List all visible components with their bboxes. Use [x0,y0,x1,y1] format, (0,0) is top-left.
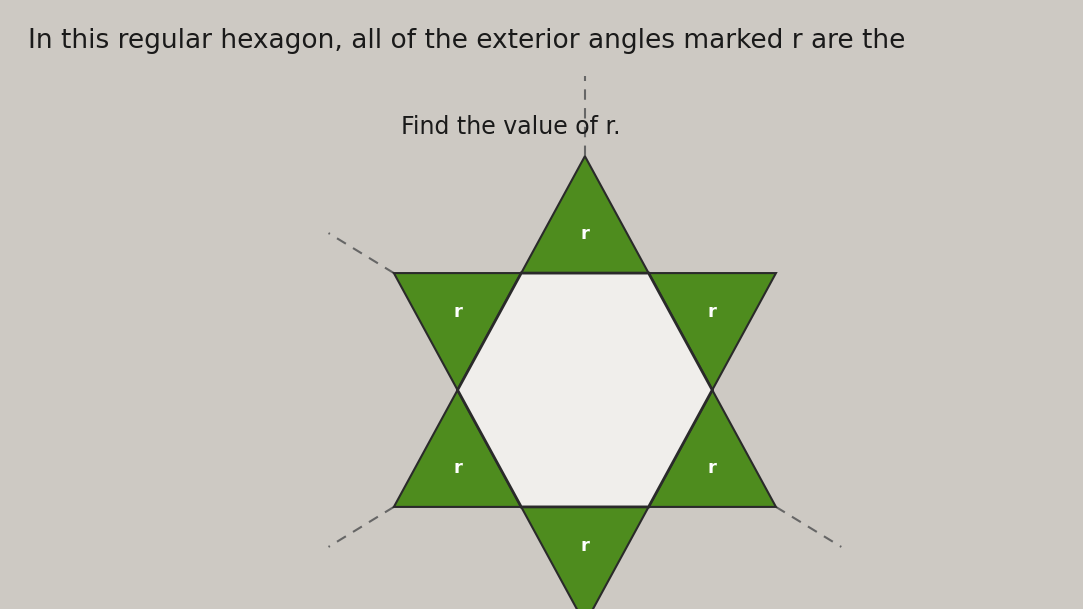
Text: r: r [708,459,717,477]
Text: r: r [453,303,462,321]
Text: r: r [453,459,462,477]
Polygon shape [521,507,649,609]
Polygon shape [394,273,521,390]
Polygon shape [649,273,775,390]
Text: r: r [708,303,717,321]
Polygon shape [521,156,649,273]
Polygon shape [457,273,713,507]
Polygon shape [649,390,775,507]
Text: In this regular hexagon, all of the exterior angles marked r are the: In this regular hexagon, all of the exte… [28,28,905,54]
Text: r: r [580,225,589,243]
Polygon shape [457,273,713,507]
Text: Find the value of r.: Find the value of r. [401,115,621,139]
Polygon shape [394,390,521,507]
Text: r: r [580,537,589,555]
